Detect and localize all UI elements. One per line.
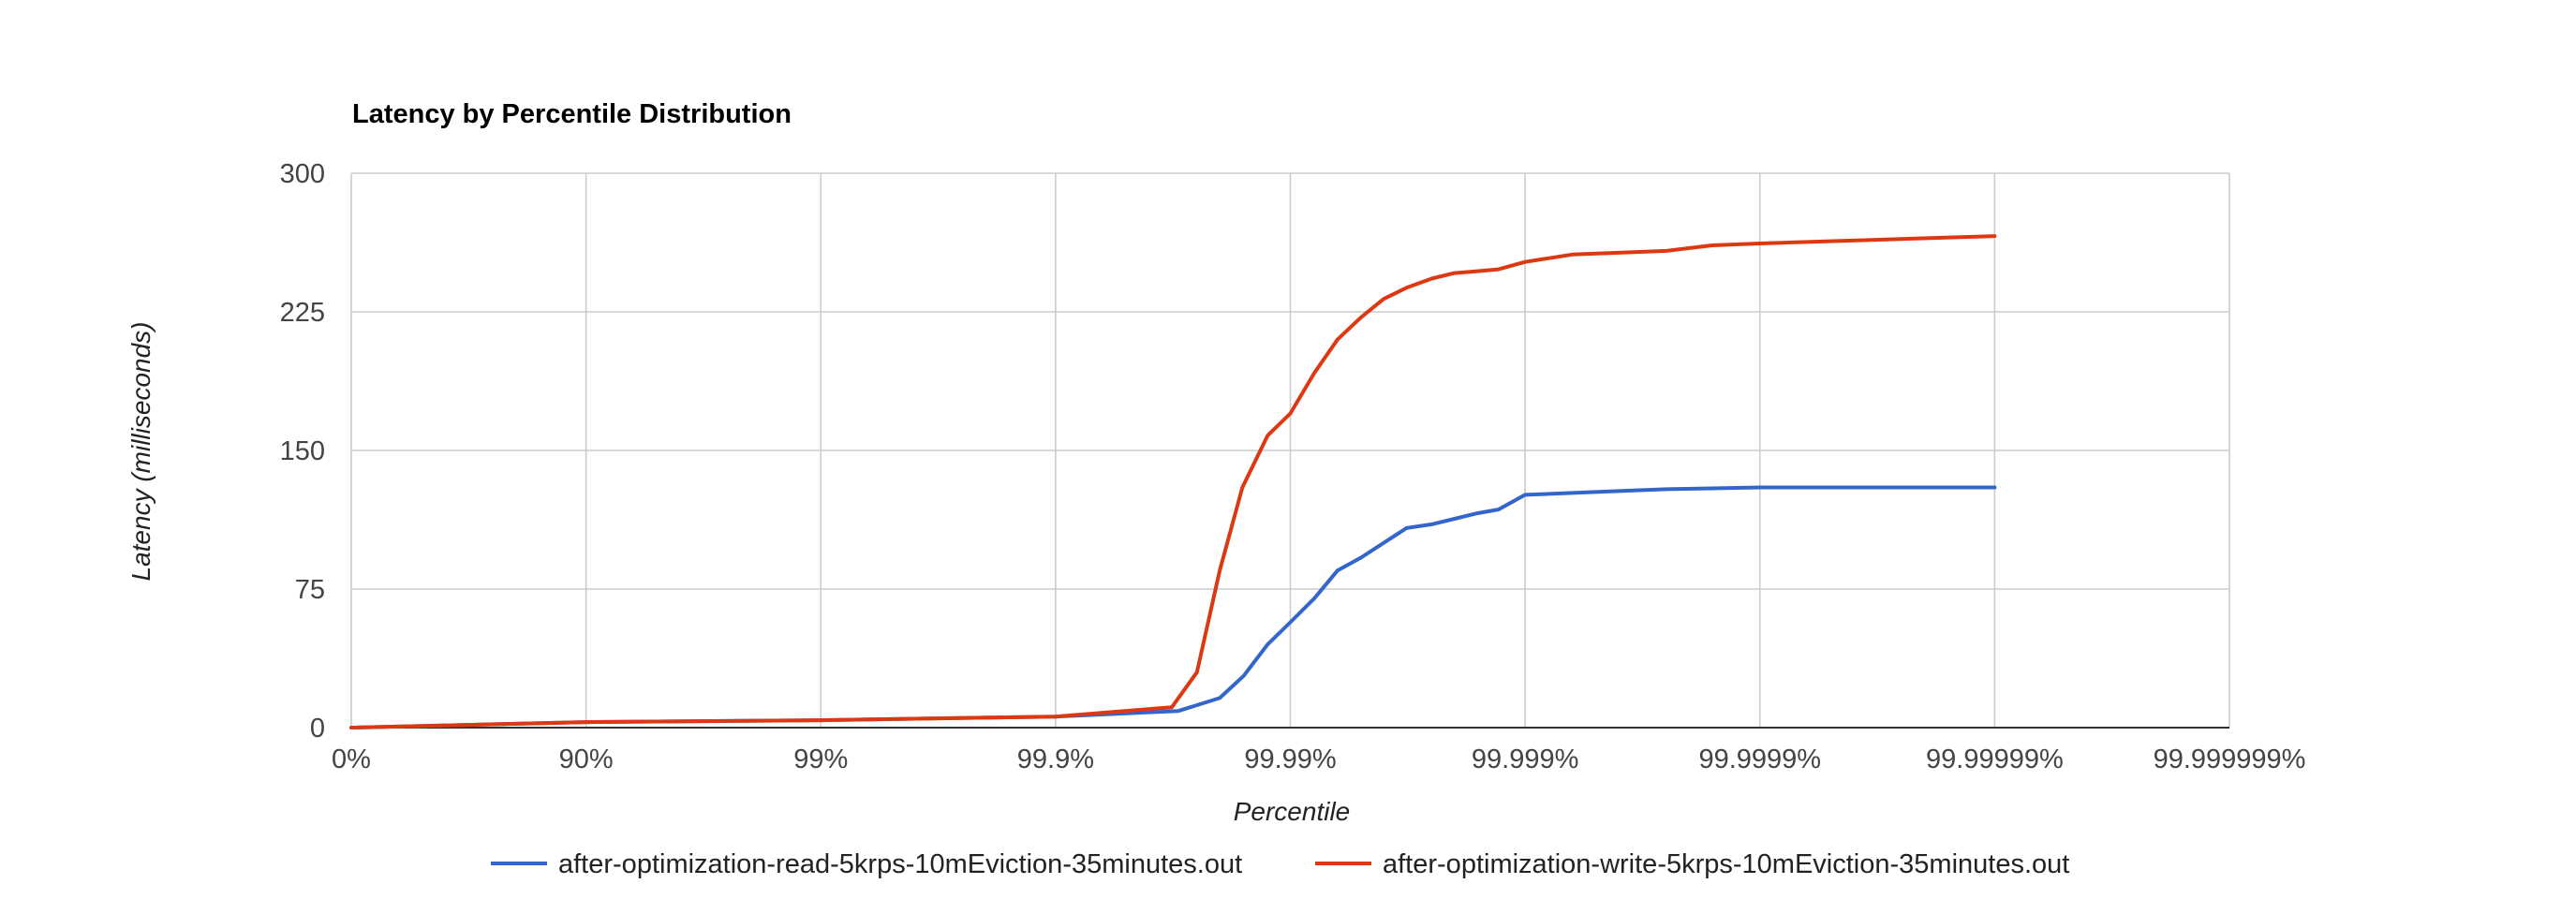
y-tick-label: 75 [295, 575, 325, 605]
x-tick-label: 99.999% [1472, 744, 1579, 774]
y-tick-label: 150 [280, 436, 325, 466]
x-axis-title: Percentile [1234, 797, 1351, 826]
grid-layer [350, 172, 2230, 729]
y-tick-label: 225 [280, 298, 325, 328]
x-tick-label: 0% [332, 744, 371, 774]
y-tick-label: 300 [280, 159, 325, 189]
series-layer [349, 234, 1997, 730]
y-axis-ticks: 0 75 150 225 300 [280, 159, 325, 744]
y-tick-label: 0 [310, 714, 325, 744]
x-tick-label: 99.99% [1244, 744, 1336, 774]
x-tick-label: 99.999999% [2154, 744, 2306, 774]
chart-title: Latency by Percentile Distribution [352, 99, 792, 129]
x-tick-label: 99.9% [1017, 744, 1094, 774]
x-tick-label: 99% [793, 744, 848, 774]
series-line-2 [349, 234, 1997, 730]
legend: after-optimization-read-5krps-10mEvictio… [491, 849, 2069, 879]
x-tick-label: 90% [559, 744, 614, 774]
legend-label-1: after-optimization-read-5krps-10mEvictio… [558, 849, 1242, 879]
x-tick-label: 99.9999% [1698, 744, 1821, 774]
y-axis-title: Latency (milliseconds) [126, 322, 155, 582]
x-axis-ticks: 0% 90% 99% 99.9% 99.99% 99.999% 99.9999% 99.999… [332, 744, 2305, 774]
legend-label-2: after-optimization-write-5krps-10mEvicti… [1383, 849, 2069, 879]
series-line-1 [349, 485, 1997, 730]
x-tick-label: 99.99999% [1926, 744, 2064, 774]
